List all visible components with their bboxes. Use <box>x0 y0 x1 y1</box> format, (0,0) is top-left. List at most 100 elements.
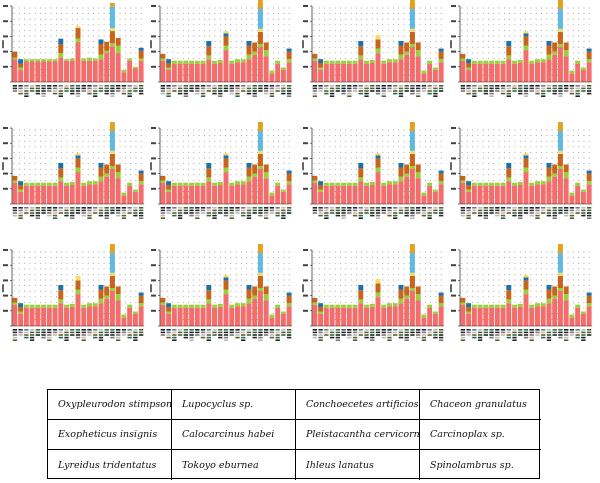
grid-dot <box>546 140 548 142</box>
grid-dot <box>334 140 336 142</box>
x-tick-glyph <box>281 92 286 95</box>
bar-segment <box>58 181 64 204</box>
grid-dot <box>493 174 495 176</box>
grid-dot <box>398 157 400 159</box>
grid-dot <box>198 35 200 37</box>
grid-dot <box>135 157 137 159</box>
x-tick-glyph <box>87 217 92 219</box>
grid-dot <box>93 279 94 281</box>
grid-dot <box>182 129 184 131</box>
grid-dot <box>578 24 580 26</box>
grid-dot <box>541 57 542 59</box>
grid-dot <box>166 135 168 137</box>
grid-dot <box>519 57 521 59</box>
x-tick-glyph <box>58 212 63 214</box>
grid-dot <box>34 163 36 165</box>
grid-dot <box>161 140 163 142</box>
x-tick-glyph <box>404 85 409 87</box>
bar-segment <box>115 294 121 301</box>
x-tick-label <box>312 207 318 214</box>
bar-segment <box>512 63 517 82</box>
grid-dot <box>18 157 20 159</box>
x-tick-glyph <box>223 207 229 209</box>
grid-dot <box>77 7 79 9</box>
x-tick-label <box>229 207 234 219</box>
grid-dot <box>50 285 52 287</box>
x-tick-glyph <box>483 87 488 90</box>
grid-dot <box>98 251 100 253</box>
x-tick-glyph <box>133 87 138 90</box>
grid-dot <box>498 157 500 159</box>
grid-dot <box>135 279 137 281</box>
x-tick-glyph <box>212 217 217 219</box>
x-tick-label <box>523 207 529 214</box>
x-tick-glyph <box>518 212 523 214</box>
grid-dot <box>124 69 126 71</box>
x-tick-glyph <box>460 87 466 90</box>
grid-dot <box>366 35 368 37</box>
grid-dot <box>24 296 26 298</box>
x-tick-glyph <box>381 207 386 209</box>
x-tick-glyph <box>318 214 323 217</box>
grid-dot <box>166 296 168 298</box>
x-tick-glyph <box>569 217 575 219</box>
grid-dot <box>119 146 121 148</box>
grid-dot <box>188 268 189 270</box>
grid-dot <box>272 24 274 26</box>
x-tick-label <box>506 207 511 214</box>
grid-dot <box>225 262 227 264</box>
grid-dot <box>366 168 368 170</box>
grid-dot <box>398 35 400 37</box>
grid-dot <box>272 307 274 309</box>
grid-dot <box>182 13 184 15</box>
grid-dot <box>246 151 248 153</box>
grid-dot <box>329 179 331 181</box>
grid-dot <box>519 41 521 43</box>
x-tick-label <box>29 85 35 92</box>
grid-dot <box>498 18 500 20</box>
grid-dot <box>71 262 73 264</box>
grid-dot <box>177 57 179 59</box>
grid-dot <box>387 52 389 54</box>
x-tick-glyph <box>258 209 263 212</box>
grid-dot <box>166 52 168 54</box>
grid-dot <box>256 179 258 181</box>
grid-dot <box>272 18 274 20</box>
bar-segment <box>580 189 586 192</box>
grid-dot <box>98 273 100 275</box>
grid-dot <box>198 157 200 159</box>
x-tick-glyph <box>398 207 404 209</box>
x-tick-glyph <box>206 90 211 92</box>
grid-dot <box>34 301 36 303</box>
grid-dot <box>477 174 479 176</box>
grid-dot <box>166 157 168 159</box>
grid-dot <box>161 7 163 9</box>
grid-dot <box>108 257 110 259</box>
grid-dot <box>272 296 274 298</box>
grid-dot <box>135 146 137 148</box>
grid-dot <box>241 290 242 292</box>
bar-segment <box>223 155 229 159</box>
x-tick-glyph <box>269 212 275 214</box>
x-tick-glyph <box>264 214 269 217</box>
x-tick-glyph <box>138 207 144 209</box>
grid-dot <box>272 185 274 187</box>
x-tick-label <box>200 85 206 97</box>
grid-dot <box>283 163 285 165</box>
x-tick-glyph <box>252 85 257 87</box>
grid-dot <box>272 135 274 137</box>
bar-segment <box>109 122 115 132</box>
grid-dot <box>87 29 89 31</box>
x-tick-label <box>375 207 381 219</box>
bar-segment <box>41 304 47 308</box>
bar-segment <box>18 185 24 190</box>
grid-dot <box>355 57 357 59</box>
grid-dot <box>350 151 352 153</box>
bar-segment <box>23 59 29 62</box>
grid-dot <box>108 273 110 275</box>
grid-dot <box>71 251 73 253</box>
grid-dot <box>93 251 94 253</box>
bar-segment <box>160 182 166 204</box>
bar-segment <box>341 185 347 204</box>
grid-dot <box>87 301 89 303</box>
